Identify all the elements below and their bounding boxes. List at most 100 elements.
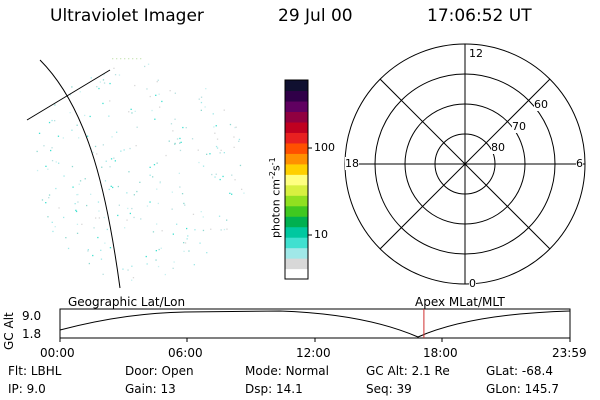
uv-noise-pixel [94,145,97,148]
uv-noise-pixel [132,277,135,279]
uv-noise-pixel [151,109,153,112]
uv-noise-pixel [124,227,126,229]
uv-noise-pixel [168,140,170,142]
uv-noise-pixel [179,142,181,144]
uv-noise-pixel [181,193,184,195]
uv-noise-pixel [172,233,174,235]
uv-noise-pixel [174,118,176,120]
colorbar-segment [285,247,308,259]
uv-noise-pixel [101,166,103,168]
uv-noise-pixel [218,215,221,217]
uv-noise-pixel [133,194,135,196]
uv-noise-pixel [157,202,159,205]
observation-time: 17:06:52 UT [427,6,532,26]
uv-noise-pixel [206,153,208,155]
uv-noise-pixel [159,182,161,184]
uv-noise-pixel [51,221,53,223]
uv-noise-pixel [109,166,111,168]
info-glon: GLon: 145.7 [486,382,559,396]
uv-noise-pixel [212,113,214,115]
uv-noise-pixel [106,228,108,231]
uv-noise-pixel [171,208,173,210]
uv-noise-pixel [164,273,166,276]
uv-noise-pixel [146,88,148,90]
uv-noise-pixel [154,118,156,120]
uv-noise-pixel [204,106,206,108]
uv-noise-pixel [128,111,130,113]
uv-noise-pixel [93,227,95,229]
info-filter: Flt: LBHL [8,364,62,378]
geo-latitude-line [26,69,111,121]
mlt-label-18: 18 [345,157,359,170]
uv-noise-pixel [183,242,185,244]
uv-noise-pixel [241,188,243,190]
uv-noise-pixel [136,190,138,193]
uv-noise-pixel [239,164,242,167]
instrument-title: Ultraviolet Imager [50,6,204,26]
uv-image-noise [36,58,245,281]
polar-diagonal-2 [379,78,551,250]
uv-noise-pixel [219,152,221,154]
uv-noise-pixel [123,149,125,151]
altitude-curve [59,310,571,338]
uv-noise-pixel [179,186,181,188]
uv-noise-pixel [120,58,122,60]
uv-noise-pixel [124,58,126,60]
colorbar-segment [285,174,308,186]
uv-noise-pixel [211,173,213,176]
colorbar-segment [285,142,308,154]
uv-noise-pixel [229,123,232,126]
uv-noise-pixel [156,188,158,190]
colorbar-label-100: 100 [314,141,335,154]
uv-noise-pixel [58,207,60,209]
info-ip: IP: 9.0 [8,382,46,396]
uv-noise-pixel [213,126,215,128]
polar-plot [344,43,586,285]
uv-noise-pixel [216,138,219,140]
uv-noise-pixel [71,129,73,131]
colorbar-segment [285,226,308,238]
uv-noise-pixel [126,219,128,221]
uv-noise-pixel [109,247,112,249]
uv-noise-pixel [238,140,240,142]
uv-noise-pixel [103,74,105,76]
uv-noise-pixel [69,112,71,114]
uv-noise-pixel [199,242,201,244]
uv-noise-pixel [156,223,158,225]
uv-noise-pixel [102,102,104,105]
uv-noise-pixel [192,213,195,215]
uv-noise-pixel [87,249,89,251]
info-glat: GLat: -68.4 [486,364,553,378]
uv-noise-pixel [202,165,205,167]
lat-label-60: 60 [534,98,548,111]
uv-noise-pixel [65,237,67,239]
info-gain: Gain: 13 [125,382,176,396]
uv-noise-pixel [129,147,131,150]
colorbar-label-10: 10 [314,228,328,241]
uv-noise-pixel [69,94,72,96]
uv-noise-pixel [111,136,113,138]
uv-noise-pixel [95,217,97,219]
uv-noise-pixel [52,230,54,233]
uv-noise-pixel [63,216,65,219]
uv-noise-pixel [226,228,228,230]
uv-noise-pixel [45,165,47,167]
uv-noise-pixel [215,173,217,175]
uv-noise-pixel [108,115,110,117]
uv-noise-pixel [55,187,57,190]
uv-noise-pixel [145,255,147,258]
uv-noise-pixel [200,96,203,98]
time-tick-3: 18:00 [423,346,458,360]
geo-longitude-line [39,59,121,289]
uv-noise-pixel [222,175,224,178]
colorbar-segment [285,268,308,280]
uv-noise-pixel [153,164,156,166]
uv-noise-pixel [152,176,154,178]
uv-noise-pixel [172,267,174,269]
uv-noise-pixel [165,154,167,157]
uv-noise-pixel [105,160,107,162]
uv-noise-pixel [76,194,78,196]
uv-noise-pixel [98,210,100,212]
uv-noise-pixel [86,135,89,137]
colorbar-segment [285,132,308,144]
